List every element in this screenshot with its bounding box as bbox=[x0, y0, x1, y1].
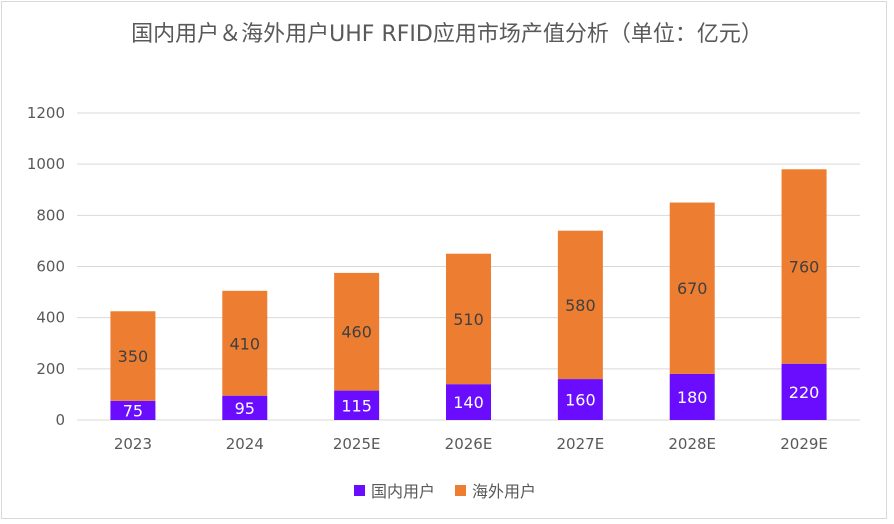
y-axis-ticks: 0 200 400 600 800 1000 1200 bbox=[27, 104, 65, 429]
bar-domestic bbox=[222, 395, 268, 420]
legend-item-domestic: 国内用户 bbox=[353, 478, 435, 502]
chart-title: 国内用户＆海外用户UHF RFID应用市场产值分析（单位：亿元） bbox=[131, 22, 763, 47]
chart-frame: 国内用户＆海外用户UHF RFID应用市场产值分析（单位：亿元） 0 200 400… bbox=[1, 1, 887, 519]
data-label-domestic: 180 bbox=[677, 388, 708, 407]
x-tick-label: 2025E bbox=[333, 435, 381, 453]
data-label-overseas: 510 bbox=[453, 310, 484, 329]
legend-item-overseas: 海外用户 bbox=[455, 478, 536, 502]
legend-swatch-domestic bbox=[353, 484, 365, 496]
legend-label-overseas: 海外用户 bbox=[472, 482, 537, 501]
data-label-overseas: 410 bbox=[230, 334, 261, 353]
data-label-domestic: 140 bbox=[453, 393, 484, 412]
y-tick-label: 0 bbox=[55, 411, 65, 429]
bar-domestic bbox=[781, 363, 827, 420]
data-labels: 75 350 95 410 115 460 140 510 160 580 180 670 220 760 bbox=[118, 258, 820, 421]
x-tick-label: 2028E bbox=[668, 435, 716, 453]
y-tick-label: 800 bbox=[36, 206, 65, 224]
bar-domestic bbox=[669, 373, 715, 420]
data-label-overseas: 760 bbox=[789, 258, 820, 277]
bar-overseas bbox=[557, 230, 603, 380]
x-tick-label: 2023 bbox=[114, 435, 152, 453]
x-tick-label: 2027E bbox=[557, 435, 605, 453]
bar-domestic bbox=[334, 390, 380, 420]
data-label-overseas: 670 bbox=[677, 279, 708, 298]
x-axis-ticks: 2023 2024 2025E 2026E 2027E 2028E 2029E bbox=[114, 435, 828, 453]
y-tick-label: 600 bbox=[36, 258, 65, 276]
data-label-domestic: 220 bbox=[789, 383, 820, 402]
bar-overseas bbox=[446, 253, 491, 385]
data-label-domestic: 75 bbox=[123, 401, 143, 420]
x-tick-label: 2024 bbox=[226, 435, 264, 453]
data-label-domestic: 95 bbox=[235, 399, 255, 418]
data-label-domestic: 115 bbox=[341, 396, 372, 415]
data-label-overseas: 350 bbox=[118, 347, 149, 366]
bar-overseas bbox=[110, 311, 156, 401]
bar-overseas bbox=[781, 169, 827, 364]
legend: 国内用户 海外用户 bbox=[2, 478, 888, 502]
y-tick-label: 400 bbox=[36, 309, 65, 327]
data-label-overseas: 580 bbox=[565, 296, 596, 315]
bar-overseas bbox=[669, 202, 715, 374]
y-tick-label: 1200 bbox=[27, 104, 65, 122]
bar-overseas bbox=[334, 272, 380, 391]
bar-domestic bbox=[446, 384, 491, 420]
legend-swatch-overseas bbox=[455, 484, 466, 496]
data-label-domestic: 160 bbox=[565, 391, 596, 410]
y-tick-label: 1000 bbox=[27, 155, 65, 173]
x-tick-label: 2029E bbox=[780, 435, 828, 453]
x-tick-label: 2026E bbox=[445, 435, 493, 453]
y-tick-label: 200 bbox=[36, 360, 65, 378]
chart-plot: 0 200 400 600 800 1000 1200 2023 2024 2025E 2026E… bbox=[27, 104, 860, 453]
bar-overseas bbox=[222, 290, 268, 396]
bar-domestic bbox=[110, 400, 156, 420]
legend-label-domestic: 国内用户 bbox=[370, 482, 435, 501]
data-label-overseas: 460 bbox=[341, 323, 372, 342]
bar-domestic bbox=[557, 379, 603, 420]
bars bbox=[110, 169, 827, 420]
